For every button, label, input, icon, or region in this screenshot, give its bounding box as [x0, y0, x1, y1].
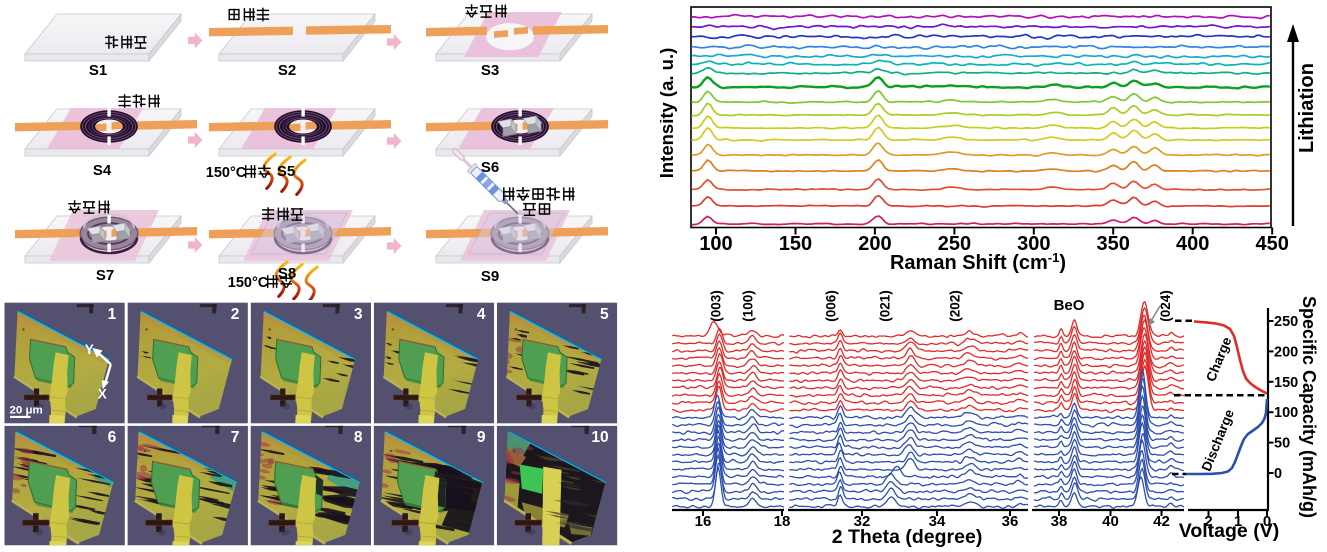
- svg-text:42: 42: [1153, 513, 1170, 530]
- svg-text:Voltage (V): Voltage (V): [1179, 520, 1279, 542]
- svg-text:40: 40: [1102, 513, 1119, 530]
- svg-text:6: 6: [108, 429, 117, 446]
- svg-text:250: 250: [938, 233, 971, 255]
- svg-text:4: 4: [477, 306, 486, 323]
- svg-text:150°C: 150°C: [228, 275, 269, 291]
- svg-text:16: 16: [695, 513, 712, 530]
- svg-text:10: 10: [591, 429, 608, 446]
- svg-text:Lithiation: Lithiation: [1296, 63, 1318, 153]
- svg-text:Intensity (a. u.): Intensity (a. u.): [660, 48, 677, 179]
- svg-text:X: X: [98, 387, 107, 402]
- svg-text:S1: S1: [89, 62, 107, 79]
- svg-text:BeO: BeO: [1054, 297, 1085, 314]
- svg-text:(100): (100): [741, 290, 756, 322]
- svg-text:0: 0: [1263, 513, 1271, 530]
- svg-text:Specific Capacity (mAh/g): Specific Capacity (mAh/g): [1299, 296, 1319, 518]
- svg-text:3: 3: [354, 306, 363, 323]
- svg-text:Y: Y: [85, 342, 94, 357]
- svg-text:350: 350: [1097, 233, 1130, 255]
- svg-text:S3: S3: [481, 62, 499, 79]
- svg-text:200: 200: [858, 233, 891, 255]
- svg-text:150: 150: [1274, 375, 1298, 391]
- svg-text:S5: S5: [277, 163, 295, 180]
- svg-text:150: 150: [779, 233, 812, 255]
- svg-text:7: 7: [231, 429, 240, 446]
- svg-text:Discharge: Discharge: [1199, 407, 1238, 474]
- svg-text:36: 36: [1002, 513, 1019, 530]
- svg-text:38: 38: [1051, 513, 1068, 530]
- svg-text:1: 1: [1234, 513, 1242, 530]
- svg-text:S9: S9: [481, 268, 499, 285]
- svg-text:20 μm: 20 μm: [10, 404, 43, 416]
- svg-text:9: 9: [477, 429, 486, 446]
- svg-text:(006): (006): [824, 290, 839, 322]
- svg-text:S8: S8: [278, 265, 296, 282]
- svg-text:300: 300: [1017, 233, 1050, 255]
- svg-text:Raman Shift (cm-1): Raman Shift (cm-1): [890, 250, 1066, 275]
- svg-text:100: 100: [1274, 405, 1298, 421]
- svg-text:0: 0: [1274, 466, 1282, 482]
- svg-text:(003): (003): [709, 290, 724, 322]
- svg-text:S2: S2: [278, 62, 296, 79]
- svg-text:(021): (021): [878, 290, 893, 322]
- svg-text:100: 100: [699, 233, 732, 255]
- svg-text:2 Theta (degree): 2 Theta (degree): [832, 526, 983, 548]
- svg-text:2: 2: [231, 306, 240, 323]
- svg-text:400: 400: [1176, 233, 1209, 255]
- svg-text:450: 450: [1256, 233, 1289, 255]
- svg-text:32: 32: [854, 513, 871, 530]
- svg-text:S7: S7: [96, 267, 114, 284]
- svg-text:5: 5: [600, 306, 609, 323]
- svg-text:(202): (202): [948, 290, 963, 322]
- svg-text:150°C: 150°C: [206, 165, 247, 181]
- svg-text:Charge: Charge: [1203, 334, 1235, 383]
- svg-text:2: 2: [1204, 513, 1212, 530]
- svg-text:(024): (024): [1158, 290, 1173, 322]
- svg-text:250: 250: [1274, 314, 1298, 330]
- svg-text:S4: S4: [93, 162, 112, 179]
- svg-text:18: 18: [774, 513, 791, 530]
- svg-text:8: 8: [354, 429, 363, 446]
- svg-text:34: 34: [929, 513, 946, 530]
- svg-text:1: 1: [108, 306, 117, 323]
- svg-text:200: 200: [1274, 344, 1298, 360]
- svg-text:S6: S6: [481, 159, 499, 176]
- svg-text:50: 50: [1274, 436, 1290, 452]
